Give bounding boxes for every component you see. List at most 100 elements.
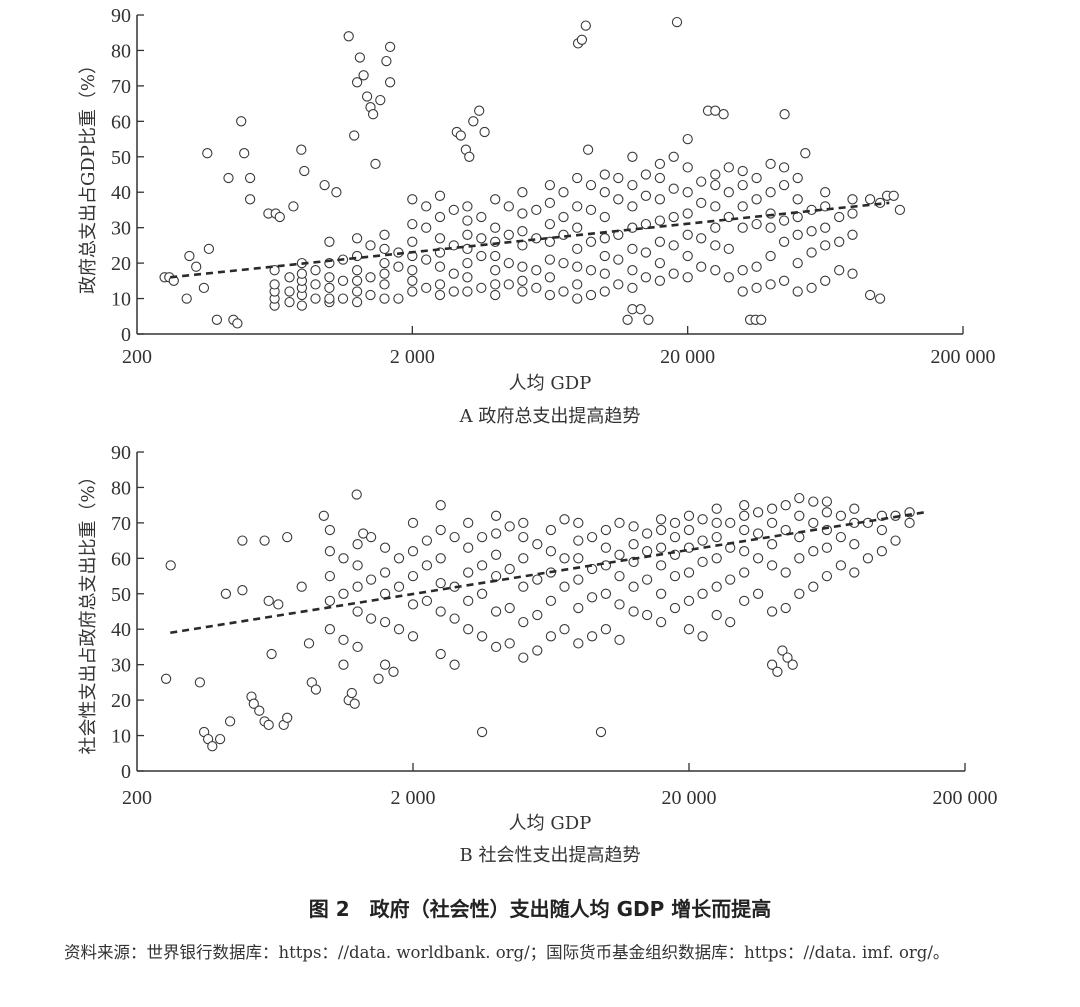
data-point xyxy=(765,158,776,170)
data-point xyxy=(778,236,790,247)
y-tick-label: 90 xyxy=(111,442,131,464)
y-tick-label: 20 xyxy=(111,253,131,275)
data-point xyxy=(765,187,776,198)
data-point xyxy=(490,265,501,276)
data-point xyxy=(532,574,543,585)
data-point xyxy=(558,229,569,240)
data-point xyxy=(203,243,215,255)
data-point xyxy=(463,624,474,635)
data-point xyxy=(613,194,624,205)
data-point xyxy=(263,719,274,731)
y-tick-label: 70 xyxy=(111,76,131,98)
data-point xyxy=(407,570,419,582)
data-point xyxy=(282,712,293,723)
data-point xyxy=(354,52,366,63)
panel-b-trend-line xyxy=(170,510,925,635)
x-tick-label: 200 xyxy=(122,346,152,368)
data-point xyxy=(503,229,514,240)
data-point xyxy=(352,641,363,653)
data-point xyxy=(324,570,336,582)
data-point xyxy=(160,673,172,684)
data-point xyxy=(393,261,404,272)
data-point xyxy=(407,265,418,276)
panel-b-points xyxy=(160,489,915,752)
data-point xyxy=(640,272,652,283)
data-point xyxy=(904,517,915,529)
data-point xyxy=(558,286,569,297)
data-point xyxy=(894,204,906,216)
data-point xyxy=(462,215,473,226)
data-point xyxy=(792,194,803,205)
data-point xyxy=(862,553,874,564)
data-point xyxy=(847,208,858,219)
data-point xyxy=(384,77,396,88)
data-point xyxy=(545,631,557,642)
data-point xyxy=(835,510,847,521)
data-point xyxy=(614,570,625,582)
data-point xyxy=(490,528,502,539)
data-point xyxy=(434,211,446,223)
data-point xyxy=(476,531,488,543)
data-point xyxy=(874,293,886,304)
data-point xyxy=(599,286,610,297)
data-point xyxy=(274,211,285,223)
data-point xyxy=(310,684,322,695)
data-point xyxy=(780,500,791,511)
data-point xyxy=(600,588,612,599)
data-point xyxy=(462,286,473,297)
data-point xyxy=(259,535,270,546)
data-point xyxy=(628,606,639,617)
data-point xyxy=(668,151,679,162)
data-point xyxy=(365,531,377,543)
data-point xyxy=(351,286,363,297)
data-point xyxy=(808,496,819,507)
data-point xyxy=(800,148,811,159)
data-point xyxy=(490,289,501,301)
data-point xyxy=(544,179,556,191)
data-point xyxy=(573,553,584,564)
data-point xyxy=(288,201,299,212)
data-point xyxy=(319,179,330,191)
data-point xyxy=(273,599,284,610)
data-point xyxy=(421,535,433,546)
data-point xyxy=(266,648,277,660)
data-point xyxy=(711,553,722,564)
data-point xyxy=(640,190,652,201)
data-point xyxy=(351,233,363,244)
data-point xyxy=(224,716,236,727)
data-point xyxy=(407,546,419,557)
y-tick-label: 60 xyxy=(111,111,131,133)
data-point xyxy=(435,500,446,511)
panel-a-y-axis-label: 政府总支出占GDP比重（%） xyxy=(78,56,99,294)
data-point xyxy=(518,652,529,663)
data-point xyxy=(434,233,446,244)
data-point xyxy=(821,496,833,507)
data-point xyxy=(683,510,695,521)
y-tick-label: 30 xyxy=(111,218,131,240)
data-point xyxy=(613,254,624,265)
data-point xyxy=(490,510,502,521)
data-point xyxy=(682,133,693,145)
panel-a-trend-line xyxy=(170,201,890,279)
data-point xyxy=(393,581,405,592)
data-point xyxy=(737,265,748,276)
data-point xyxy=(349,698,360,709)
data-point xyxy=(346,687,357,699)
data-point xyxy=(752,553,764,564)
data-point xyxy=(834,236,845,247)
data-point xyxy=(572,243,583,255)
data-point xyxy=(614,517,625,529)
data-point xyxy=(683,624,695,635)
data-point xyxy=(655,588,667,599)
data-point xyxy=(269,279,280,290)
data-point xyxy=(518,616,529,628)
data-point xyxy=(668,211,679,223)
data-point xyxy=(794,492,805,504)
data-point xyxy=(876,546,888,557)
data-point xyxy=(463,595,474,607)
data-point xyxy=(794,553,805,564)
data-point xyxy=(806,282,817,294)
y-tick-label: 50 xyxy=(111,584,131,606)
data-point xyxy=(324,272,335,283)
data-point xyxy=(393,553,405,564)
